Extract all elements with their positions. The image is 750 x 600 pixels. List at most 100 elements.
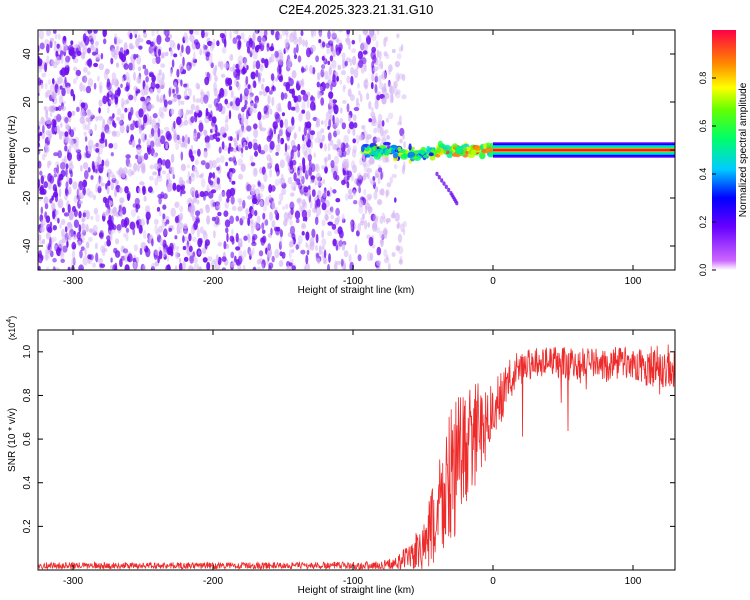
noise-blob (316, 131, 322, 140)
noise-blob (376, 260, 381, 267)
noise-blob (326, 47, 330, 55)
colorbar-tick-label: 0.0 (698, 264, 708, 277)
noise-blob (255, 60, 261, 70)
noise-blob (229, 54, 234, 61)
noise-blob (269, 168, 272, 178)
noise-blob (275, 151, 279, 156)
noise-blob (214, 124, 218, 134)
noise-blob (60, 258, 65, 263)
noise-blob (125, 123, 132, 131)
noise-blob (106, 185, 110, 195)
noise-blob (287, 126, 293, 133)
noise-blob (200, 172, 205, 177)
noise-blob (260, 37, 266, 46)
noise-blob (267, 94, 271, 105)
noise-blob (324, 166, 328, 174)
noise-blob (274, 50, 279, 58)
noise-blob (138, 138, 141, 145)
noise-blob (213, 230, 216, 239)
noise-blob (305, 39, 308, 48)
noise-blob (205, 162, 210, 170)
noise-blob (281, 112, 285, 117)
noise-blob (107, 90, 113, 98)
noise-blob (341, 216, 345, 223)
noise-blob (230, 90, 234, 99)
noise-blob (133, 261, 137, 270)
noise-blob (118, 39, 123, 44)
noise-blob (290, 258, 294, 263)
noise-blob (212, 38, 216, 46)
noise-blob (247, 84, 251, 90)
noise-blob (190, 205, 196, 213)
noise-blob (372, 66, 379, 72)
noise-blob (195, 105, 200, 114)
noise-blob (302, 134, 305, 142)
noise-blob (368, 101, 372, 110)
noise-blob (180, 151, 184, 161)
noise-blob (149, 72, 154, 78)
noise-blob (345, 37, 351, 46)
noise-blob (266, 260, 269, 265)
noise-blob (244, 100, 248, 106)
noise-blob (70, 170, 73, 178)
noise-blob (120, 113, 125, 121)
noise-blob (221, 267, 227, 270)
noise-blob (242, 249, 247, 258)
noise-blob (401, 73, 406, 82)
noise-blob (67, 149, 70, 159)
noise-blob (289, 220, 293, 226)
noise-blob (60, 54, 64, 64)
noise-blob (342, 86, 346, 93)
noise-blob (82, 75, 88, 83)
noise-blob (174, 235, 178, 240)
noise-blob (327, 221, 334, 226)
noise-blob (157, 48, 162, 57)
noise-blob (263, 30, 268, 37)
noise-blob (372, 176, 376, 182)
noise-blob (168, 227, 172, 232)
noise-blob (153, 152, 157, 159)
noise-blob (229, 101, 233, 107)
noise-blob (235, 97, 241, 107)
noise-blob (324, 214, 329, 221)
noise-blob (174, 265, 178, 270)
noise-blob (220, 73, 226, 78)
noise-blob (40, 206, 43, 215)
noise-blob (217, 103, 223, 112)
noise-blob (331, 79, 337, 88)
noise-blob (297, 94, 302, 103)
noise-blob (315, 244, 318, 252)
noise-blob (64, 116, 69, 124)
noise-blob (173, 130, 177, 141)
noise-blob (190, 116, 195, 123)
noise-blob (51, 202, 56, 211)
noise-blob (154, 177, 159, 187)
noise-blob (327, 60, 331, 65)
noise-blob (209, 180, 214, 186)
noise-blob (242, 264, 246, 270)
noise-blob (49, 236, 52, 247)
noise-blob (95, 168, 98, 174)
noise-blob (110, 257, 113, 263)
noise-blob (124, 186, 129, 194)
noise-blob (237, 39, 242, 47)
noise-blob (176, 184, 181, 193)
noise-blob (245, 75, 249, 85)
x-tick-label: -300 (63, 276, 83, 287)
noise-blob (343, 84, 346, 90)
noise-blob (372, 222, 378, 232)
noise-blob (257, 192, 263, 199)
noise-blob (125, 154, 131, 159)
noise-blob (80, 164, 83, 172)
noise-blob (52, 236, 57, 242)
noise-blob (323, 187, 327, 194)
noise-blob (168, 87, 172, 98)
noise-blob (244, 145, 249, 151)
noise-blob (321, 219, 326, 227)
noise-blob (142, 102, 147, 113)
noise-blob (44, 143, 48, 149)
noise-blob (56, 164, 59, 174)
noise-blob (385, 189, 390, 197)
noise-blob (249, 155, 254, 162)
noise-blob (303, 126, 307, 136)
